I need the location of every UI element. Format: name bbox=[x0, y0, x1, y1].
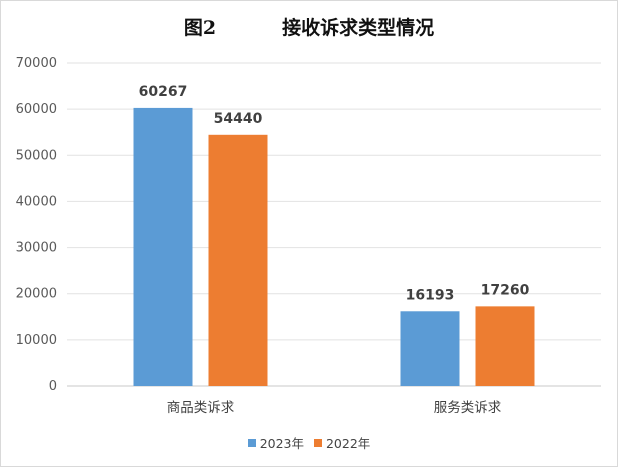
data-label: 16193 bbox=[406, 287, 455, 303]
bar bbox=[208, 134, 268, 386]
y-tick-label: 40000 bbox=[16, 194, 57, 209]
legend-item-series-0: 2023年 bbox=[247, 433, 304, 452]
y-tick-label: 20000 bbox=[16, 287, 57, 302]
y-tick-label: 50000 bbox=[16, 148, 57, 163]
plot-area: 0 10000 20000 30000 40000 50000 60000 70000 6026… bbox=[16, 56, 601, 416]
legend: 2023年 2022年 bbox=[1, 433, 617, 452]
data-label: 60267 bbox=[139, 84, 188, 100]
legend-item-series-1: 2022年 bbox=[313, 433, 371, 452]
y-tick-label: 70000 bbox=[16, 56, 57, 71]
legend-label-series-1: 2022年 bbox=[325, 436, 371, 451]
data-label: 17260 bbox=[481, 282, 530, 298]
y-tick-label: 0 bbox=[49, 379, 57, 394]
x-tick-label: 服务类诉求 bbox=[434, 400, 502, 416]
y-tick-label: 10000 bbox=[16, 333, 57, 348]
legend-label-series-0: 2023年 bbox=[259, 436, 304, 451]
y-tick-label: 60000 bbox=[16, 102, 57, 117]
y-tick-label: 30000 bbox=[16, 241, 57, 256]
chart-title: 图2 接收诉求类型情况 bbox=[183, 17, 435, 39]
legend-swatch-series-1 bbox=[313, 438, 322, 447]
legend-swatch-series-0 bbox=[247, 438, 256, 447]
x-tick-label: 商品类诉求 bbox=[167, 400, 235, 416]
bar bbox=[133, 107, 193, 387]
bar bbox=[475, 306, 535, 386]
bar bbox=[400, 311, 460, 386]
data-label: 54440 bbox=[214, 111, 263, 127]
